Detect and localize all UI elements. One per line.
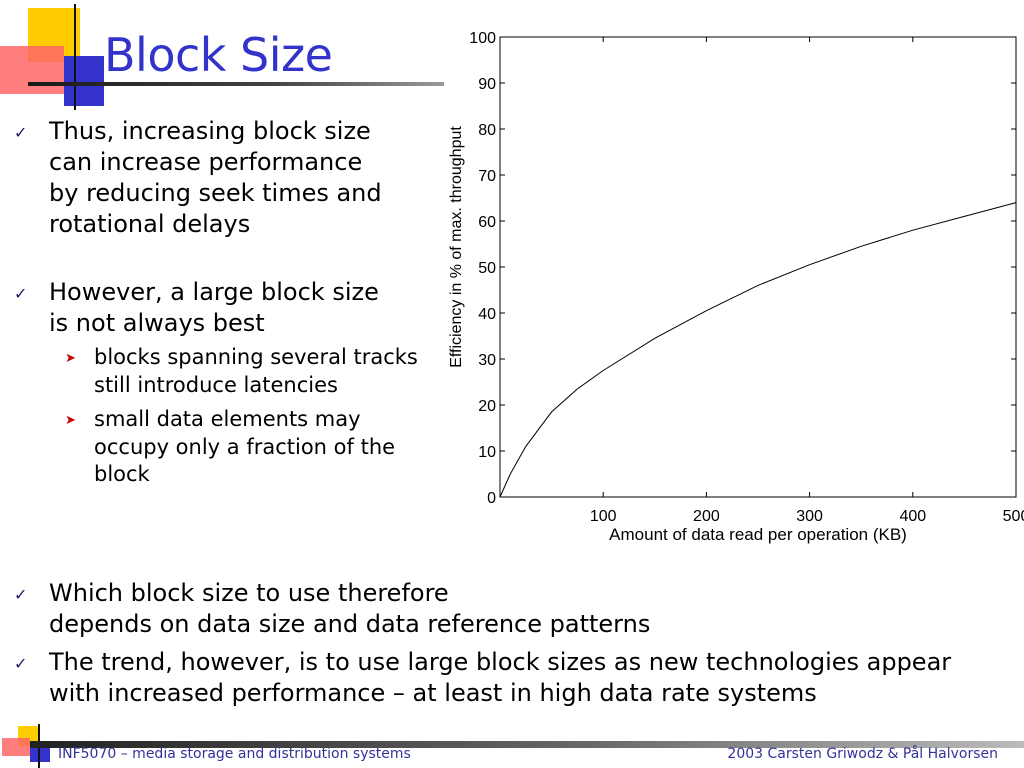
red-square — [0, 46, 64, 94]
y-tick-label: 100 — [469, 30, 496, 47]
x-tick-label: 300 — [796, 508, 823, 525]
y-tick-label: 60 — [478, 214, 496, 231]
x-axis-label: Amount of data read per operation (KB) — [609, 525, 907, 544]
y-tick-label: 70 — [478, 168, 496, 185]
blue-square — [64, 56, 104, 106]
x-tick-label: 400 — [899, 508, 926, 525]
y-tick-label: 0 — [487, 490, 496, 507]
bullet-1: Thus, increasing block size can increase… — [49, 117, 382, 238]
y-tick-label: 40 — [478, 306, 496, 323]
sub-bullet-1: blocks spanning several tracks still int… — [94, 345, 418, 397]
title-rule — [28, 82, 444, 86]
checkmark-icon: ✓ — [14, 284, 28, 303]
bullet-2: However, a large block size is not alway… — [49, 278, 379, 337]
y-tick-label: 10 — [478, 444, 496, 461]
y-tick-label: 90 — [478, 76, 496, 93]
arrow-bullet-icon: ➤ — [65, 351, 76, 366]
vertical-line — [74, 4, 76, 110]
y-tick-label: 30 — [478, 352, 496, 369]
logo-decoration — [0, 0, 110, 110]
bullet-3: Which block size to use therefore depend… — [49, 579, 651, 638]
x-tick-label: 500 — [1003, 508, 1024, 525]
sub-bullet-2: small data elements may occupy only a fr… — [94, 407, 396, 486]
checkmark-icon: ✓ — [14, 654, 28, 673]
efficiency-chart: 0 10 20 30 40 50 60 70 80 90 100 100 200 300 400 500 Amo… — [448, 30, 1024, 544]
footer-authors: 2003 Carsten Griwodz & Pål Halvorsen — [727, 746, 998, 762]
checkmark-icon: ✓ — [14, 585, 28, 604]
plot-frame — [499, 36, 1017, 498]
bullet-4: The trend, however, is to use large bloc… — [49, 648, 952, 707]
y-axis-label: Efficiency in % of max. throughput — [448, 126, 465, 368]
x-tick-label: 100 — [590, 508, 617, 525]
series-line-0 — [499, 202, 1017, 498]
y-tick-label: 50 — [478, 260, 496, 277]
y-tick-label: 20 — [478, 398, 496, 415]
y-tick-label: 80 — [478, 122, 496, 139]
arrow-bullet-icon: ➤ — [65, 413, 76, 428]
slide-title: Block Size — [104, 28, 333, 82]
footer-red-square — [2, 738, 30, 756]
footer-course: INF5070 – media storage and distribution… — [58, 746, 411, 762]
checkmark-icon: ✓ — [14, 123, 28, 142]
footer-rule — [30, 741, 1024, 748]
x-tick-label: 200 — [693, 508, 720, 525]
